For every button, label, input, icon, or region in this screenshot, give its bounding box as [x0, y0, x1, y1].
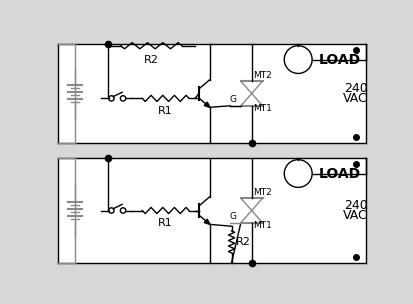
- FancyBboxPatch shape: [58, 44, 365, 143]
- Text: G: G: [230, 95, 236, 104]
- Text: 240: 240: [343, 82, 367, 95]
- Polygon shape: [204, 219, 209, 224]
- Text: LOAD: LOAD: [318, 167, 360, 181]
- Text: VAC: VAC: [342, 92, 367, 105]
- Text: R1: R1: [158, 218, 173, 228]
- Text: VAC: VAC: [342, 209, 367, 222]
- Text: G: G: [230, 212, 236, 221]
- Text: LOAD: LOAD: [318, 53, 360, 67]
- Text: MT2: MT2: [253, 71, 271, 80]
- Text: R1: R1: [158, 106, 173, 116]
- FancyBboxPatch shape: [58, 158, 365, 263]
- Polygon shape: [204, 102, 209, 107]
- Text: MT2: MT2: [253, 188, 271, 197]
- Text: R2: R2: [144, 55, 159, 65]
- Text: MT1: MT1: [253, 221, 271, 230]
- Text: MT1: MT1: [253, 104, 271, 113]
- Text: R2: R2: [236, 237, 250, 247]
- Text: 240: 240: [343, 199, 367, 212]
